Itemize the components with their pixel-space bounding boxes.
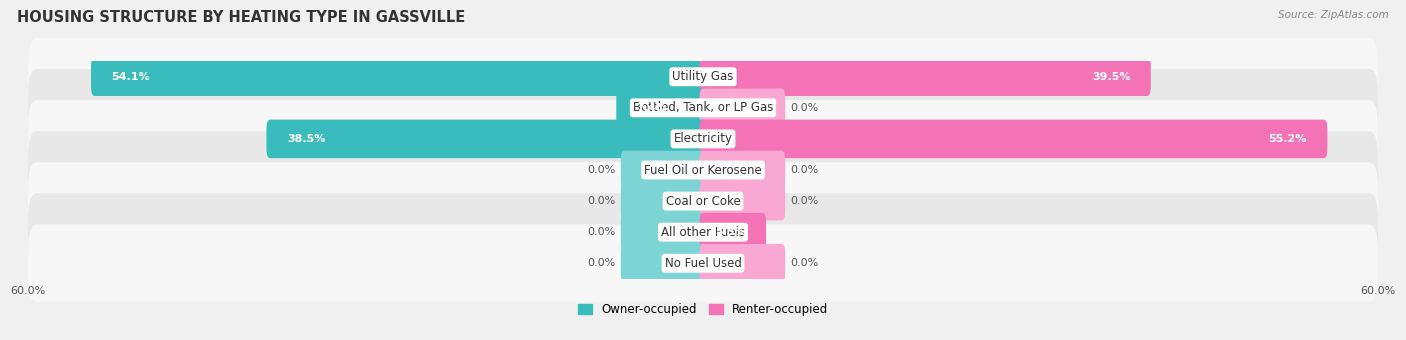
- Text: Fuel Oil or Kerosene: Fuel Oil or Kerosene: [644, 164, 762, 176]
- Text: Utility Gas: Utility Gas: [672, 70, 734, 83]
- FancyBboxPatch shape: [267, 120, 706, 158]
- Text: 0.0%: 0.0%: [588, 165, 616, 175]
- FancyBboxPatch shape: [28, 193, 1378, 271]
- FancyBboxPatch shape: [700, 244, 785, 283]
- Text: 38.5%: 38.5%: [287, 134, 325, 144]
- FancyBboxPatch shape: [28, 38, 1378, 116]
- Text: 7.4%: 7.4%: [637, 103, 668, 113]
- Text: 0.0%: 0.0%: [790, 258, 818, 268]
- Text: All other Fuels: All other Fuels: [661, 226, 745, 239]
- Text: Coal or Coke: Coal or Coke: [665, 194, 741, 208]
- Legend: Owner-occupied, Renter-occupied: Owner-occupied, Renter-occupied: [572, 298, 834, 321]
- Text: 0.0%: 0.0%: [790, 103, 818, 113]
- FancyBboxPatch shape: [700, 213, 766, 252]
- FancyBboxPatch shape: [28, 131, 1378, 209]
- Text: 54.1%: 54.1%: [111, 72, 150, 82]
- FancyBboxPatch shape: [28, 224, 1378, 302]
- FancyBboxPatch shape: [28, 69, 1378, 147]
- Text: Electricity: Electricity: [673, 132, 733, 146]
- Text: HOUSING STRUCTURE BY HEATING TYPE IN GASSVILLE: HOUSING STRUCTURE BY HEATING TYPE IN GAS…: [17, 10, 465, 25]
- FancyBboxPatch shape: [616, 88, 706, 127]
- Text: 0.0%: 0.0%: [588, 196, 616, 206]
- Text: 0.0%: 0.0%: [588, 258, 616, 268]
- FancyBboxPatch shape: [621, 213, 706, 252]
- Text: 55.2%: 55.2%: [1268, 134, 1308, 144]
- FancyBboxPatch shape: [621, 244, 706, 283]
- FancyBboxPatch shape: [28, 100, 1378, 178]
- FancyBboxPatch shape: [700, 57, 1150, 96]
- Text: 39.5%: 39.5%: [1092, 72, 1130, 82]
- Text: 5.3%: 5.3%: [716, 227, 745, 237]
- FancyBboxPatch shape: [621, 151, 706, 189]
- FancyBboxPatch shape: [700, 182, 785, 220]
- FancyBboxPatch shape: [700, 120, 1327, 158]
- FancyBboxPatch shape: [91, 57, 706, 96]
- FancyBboxPatch shape: [700, 88, 785, 127]
- Text: 0.0%: 0.0%: [790, 165, 818, 175]
- FancyBboxPatch shape: [28, 162, 1378, 240]
- Text: No Fuel Used: No Fuel Used: [665, 257, 741, 270]
- Text: 0.0%: 0.0%: [588, 227, 616, 237]
- Text: Source: ZipAtlas.com: Source: ZipAtlas.com: [1278, 10, 1389, 20]
- FancyBboxPatch shape: [621, 182, 706, 220]
- Text: 0.0%: 0.0%: [790, 196, 818, 206]
- Text: Bottled, Tank, or LP Gas: Bottled, Tank, or LP Gas: [633, 101, 773, 114]
- FancyBboxPatch shape: [700, 151, 785, 189]
